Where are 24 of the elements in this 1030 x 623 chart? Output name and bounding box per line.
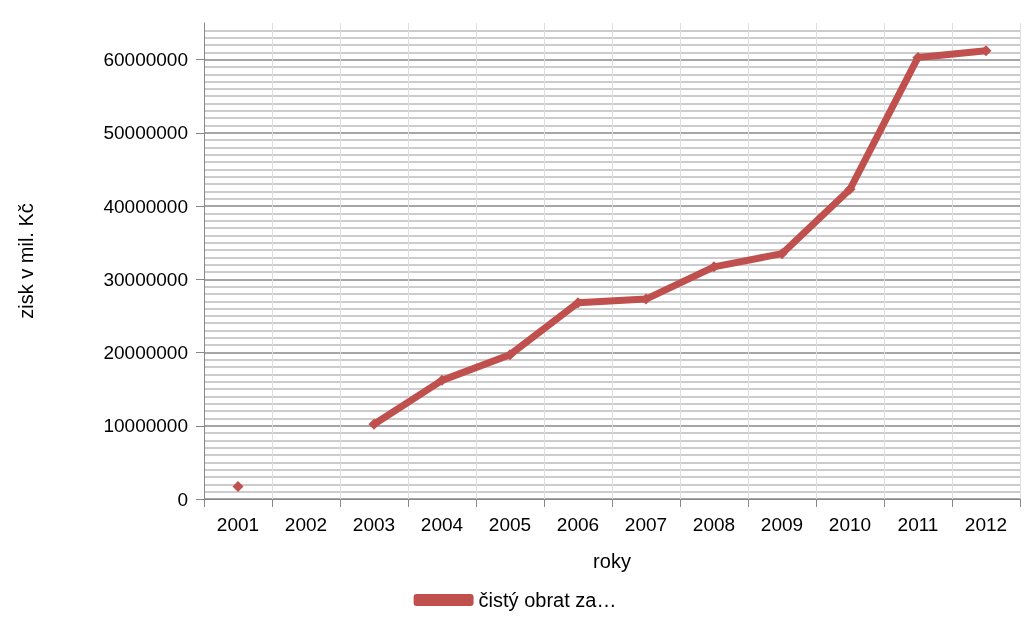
- x-tick-label: 2009: [760, 514, 804, 535]
- x-tick-label: 2011: [897, 514, 939, 535]
- y-tick-label: 10000000: [103, 415, 188, 437]
- y-axis-title: zisk v mil. Kč: [15, 203, 37, 319]
- y-tick-label: 60000000: [103, 49, 188, 71]
- y-tick-label: 0: [177, 488, 188, 510]
- x-tick-label: 2010: [828, 514, 872, 535]
- x-tick-label: 2012: [964, 514, 1008, 535]
- x-tick-label: 2004: [420, 514, 464, 535]
- x-tick-label: 2005: [488, 514, 532, 535]
- y-tick-label: 40000000: [103, 195, 188, 217]
- x-axis-title: roky: [593, 550, 631, 572]
- point: [232, 481, 244, 493]
- x-tick-label: 2001: [216, 514, 260, 535]
- x-tick-label: 2007: [624, 514, 668, 535]
- legend-label: čistý obrat za…: [478, 589, 617, 611]
- y-tick-label: 20000000: [103, 342, 188, 364]
- point: [368, 418, 380, 430]
- y-tick-label: 50000000: [103, 122, 188, 144]
- x-tick-label: 2006: [556, 514, 600, 535]
- x-tick-label: 2008: [692, 514, 736, 535]
- x-tick-label: 2003: [352, 514, 396, 535]
- y-tick-label: 30000000: [103, 268, 188, 290]
- x-tick-label: 2002: [284, 514, 328, 535]
